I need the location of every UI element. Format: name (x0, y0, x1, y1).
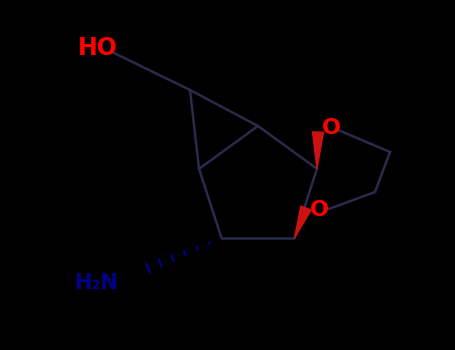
Text: H₂N: H₂N (74, 273, 118, 293)
Polygon shape (294, 206, 311, 238)
Polygon shape (313, 132, 324, 169)
Text: O: O (310, 200, 329, 220)
Text: HO: HO (78, 36, 118, 60)
Text: O: O (322, 118, 341, 138)
